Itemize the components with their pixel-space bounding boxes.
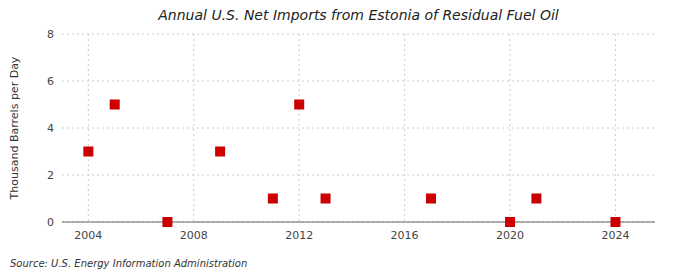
- tick-label: 0: [47, 216, 54, 229]
- grid-line: [62, 128, 655, 129]
- tick-label: 2016: [391, 229, 419, 242]
- point: [426, 194, 436, 204]
- tick-label: 2: [47, 169, 54, 182]
- title: Annual U.S. Net Imports from Estonia of …: [157, 7, 559, 23]
- tick-label: 2008: [180, 229, 208, 242]
- point: [321, 194, 331, 204]
- point: [505, 217, 515, 227]
- source-note: Source: U.S. Energy Information Administ…: [10, 258, 247, 269]
- point: [531, 194, 541, 204]
- grid-line: [615, 34, 616, 222]
- point: [83, 147, 93, 157]
- tick-label: 2020: [496, 229, 524, 242]
- grid-line: [299, 34, 300, 222]
- tick-label: 2024: [601, 229, 629, 242]
- point: [215, 147, 225, 157]
- point: [268, 194, 278, 204]
- grid-line: [62, 222, 655, 223]
- tick-label: 2012: [285, 229, 313, 242]
- chart: Annual U.S. Net Imports from Estonia of …: [0, 0, 675, 275]
- grid-line: [62, 175, 655, 176]
- grid-line: [193, 34, 194, 222]
- grid-line: [510, 34, 511, 222]
- grid: [62, 34, 655, 222]
- point: [162, 217, 172, 227]
- points: [83, 100, 620, 228]
- grid-line: [62, 81, 655, 82]
- y-axis-label: Thousand Barrels per Day: [8, 56, 21, 200]
- tick-label: 8: [47, 28, 54, 41]
- x-axis: [62, 222, 655, 223]
- grid-line: [88, 34, 89, 222]
- point: [610, 217, 620, 227]
- tick-label: 4: [47, 122, 54, 135]
- point: [294, 100, 304, 110]
- point: [110, 100, 120, 110]
- tick-label: 2004: [74, 229, 102, 242]
- tick-label: 6: [47, 75, 54, 88]
- grid-line: [62, 34, 655, 35]
- grid-line: [404, 34, 405, 222]
